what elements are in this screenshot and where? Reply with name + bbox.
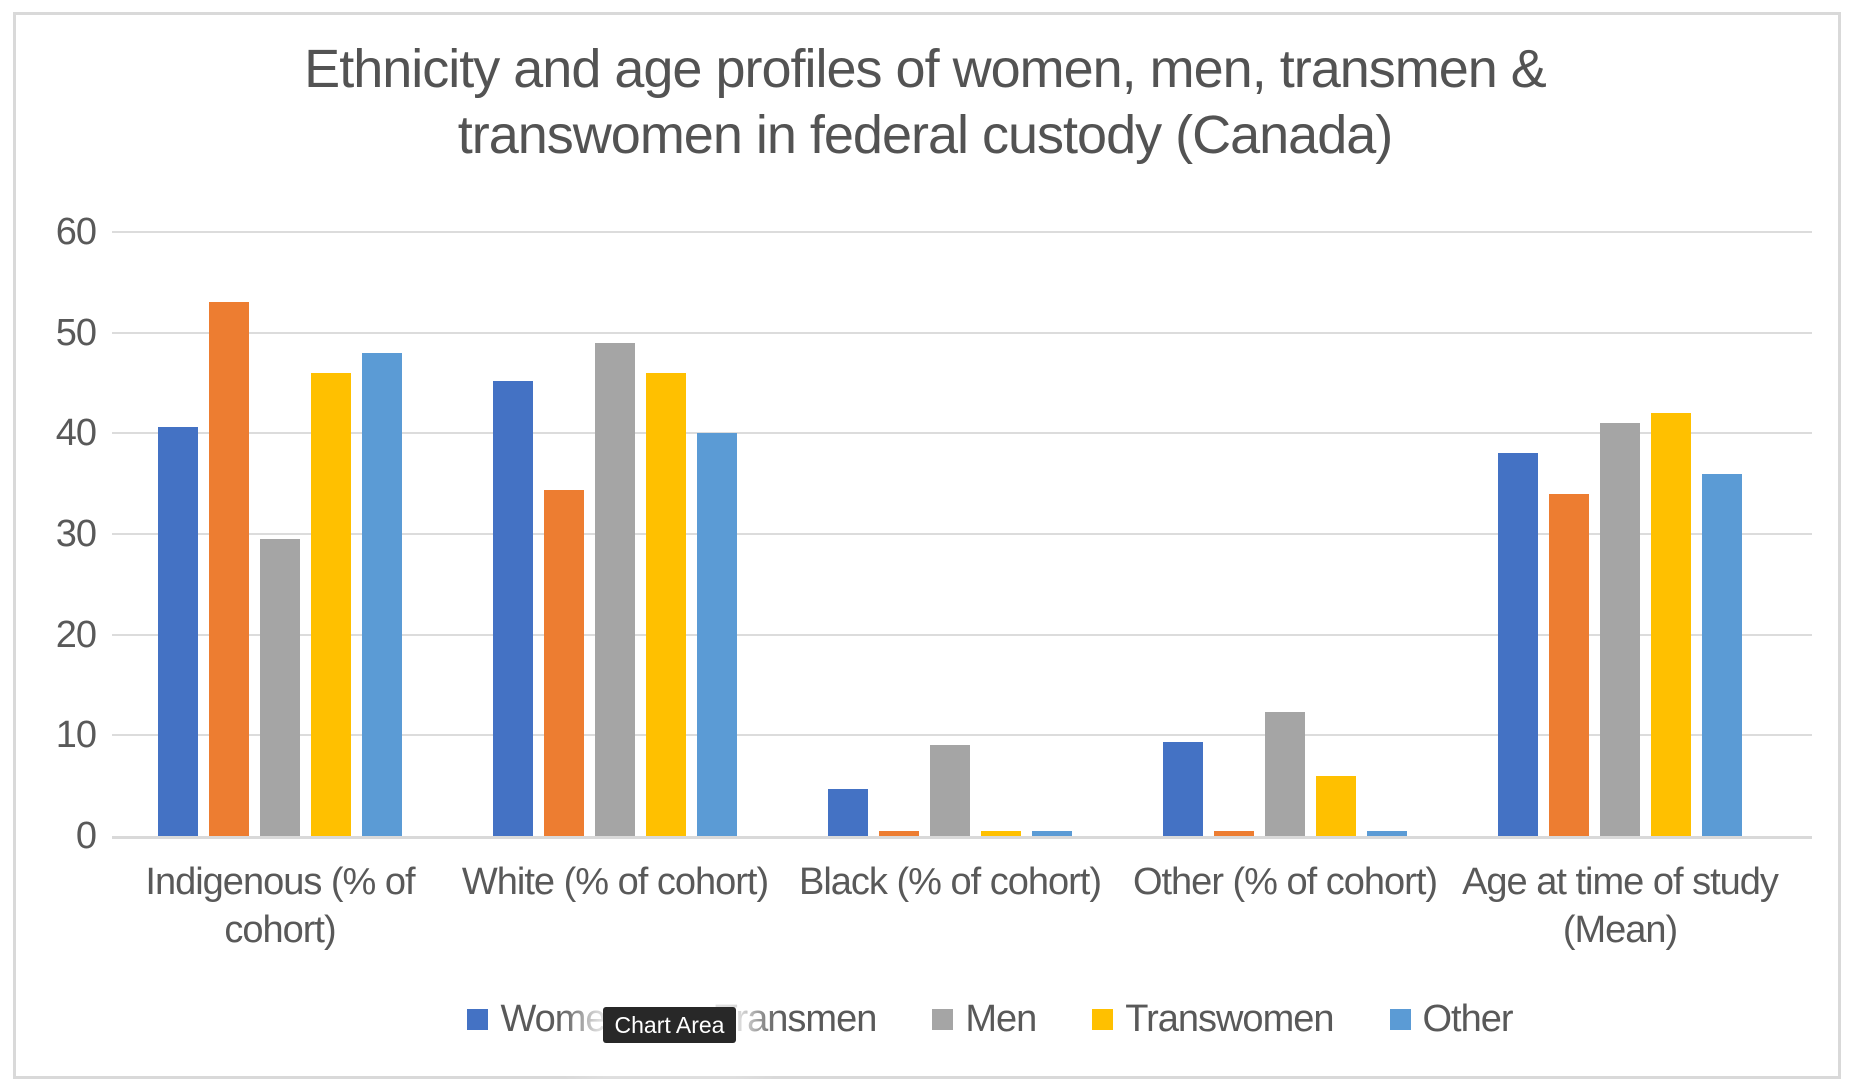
bar-transmen-1[interactable]: [209, 302, 249, 836]
bar-men-4[interactable]: [1265, 712, 1305, 836]
y-tick-label-40: 40: [55, 412, 97, 455]
bar-transmen-3[interactable]: [879, 831, 919, 836]
gridline-50: [112, 331, 1812, 334]
legend[interactable]: Women Transmen Men Transwomen Other: [130, 998, 1850, 1041]
y-tick-label-60: 60: [55, 211, 97, 253]
legend-swatch-transwomen: [1092, 1009, 1114, 1030]
bar-other-4[interactable]: [1367, 831, 1407, 836]
legend-item-other[interactable]: Other: [1389, 998, 1514, 1041]
bar-transwomen-3[interactable]: [981, 831, 1021, 836]
tooltip-label: Chart Area: [614, 1012, 725, 1038]
bar-women-3[interactable]: [828, 789, 868, 836]
bar-other-5[interactable]: [1702, 474, 1742, 836]
gridline-10: [112, 734, 1812, 737]
y-tick-label-30: 30: [55, 513, 97, 555]
chart-area-tooltip: Chart Area: [603, 1007, 736, 1043]
y-tick-label-0: 0: [75, 815, 97, 857]
legend-label-other: Other: [1422, 998, 1514, 1040]
bar-transwomen-5[interactable]: [1651, 413, 1691, 836]
bar-other-1[interactable]: [362, 353, 402, 836]
legend-swatch-women: [467, 1009, 489, 1030]
bar-men-5[interactable]: [1600, 423, 1640, 836]
legend-swatch-other: [1389, 1009, 1411, 1030]
bar-other-3[interactable]: [1032, 831, 1072, 836]
bar-transwomen-4[interactable]: [1316, 776, 1356, 836]
bar-transwomen-2[interactable]: [646, 373, 686, 836]
bar-other-2[interactable]: [697, 433, 737, 836]
category-label-1: Indigenous (% of cohort): [145, 861, 415, 951]
legend-label-transmen: Transmen: [714, 998, 878, 1040]
bar-women-5[interactable]: [1498, 453, 1538, 836]
gridline-30: [112, 533, 1812, 535]
bar-men-3[interactable]: [930, 745, 970, 836]
bar-men-1[interactable]: [260, 539, 300, 836]
chart-title-line-2: transwomen in federal custody (Canada): [457, 105, 1394, 165]
legend-label-transwomen: Transwomen: [1125, 998, 1334, 1040]
gridline-20: [112, 633, 1812, 636]
gridline-40: [112, 432, 1812, 435]
category-label-4: Other (% of cohort): [1132, 861, 1438, 903]
plot-area[interactable]: [112, 231, 1812, 839]
legend-item-women[interactable]: Women: [467, 998, 627, 1041]
category-label-5: Age at time of study (Mean): [1462, 861, 1779, 951]
legend-swatch-men: [932, 1009, 954, 1030]
gridline-60: [112, 231, 1812, 233]
y-tick-label-20: 20: [55, 613, 97, 656]
bar-transwomen-1[interactable]: [311, 373, 351, 836]
legend-item-men[interactable]: Men: [932, 998, 1037, 1041]
bar-transmen-2[interactable]: [544, 490, 584, 836]
bar-women-1[interactable]: [158, 427, 198, 836]
bar-women-2[interactable]: [493, 381, 533, 836]
legend-label-men: Men: [965, 998, 1037, 1040]
bar-men-2[interactable]: [595, 343, 635, 836]
category-label-3: Black (% of cohort): [799, 861, 1102, 903]
x-axis: Indigenous (% of cohort) White (% of cohor…: [0, 858, 1850, 978]
legend-item-transwomen[interactable]: Transwomen: [1092, 998, 1335, 1041]
bar-women-4[interactable]: [1163, 742, 1203, 836]
y-tick-label-10: 10: [55, 714, 97, 757]
chart-title[interactable]: Ethnicity and age profiles of women, men…: [0, 36, 1850, 168]
y-axis: 0 10 20 30 40 50 60: [8, 211, 97, 857]
bar-transmen-4[interactable]: [1214, 831, 1254, 836]
y-tick-label-50: 50: [55, 311, 97, 354]
category-label-2: White (% of cohort): [461, 861, 769, 903]
bar-transmen-5[interactable]: [1549, 494, 1589, 836]
chart-title-line-1: Ethnicity and age profiles of women, men…: [304, 39, 1547, 99]
